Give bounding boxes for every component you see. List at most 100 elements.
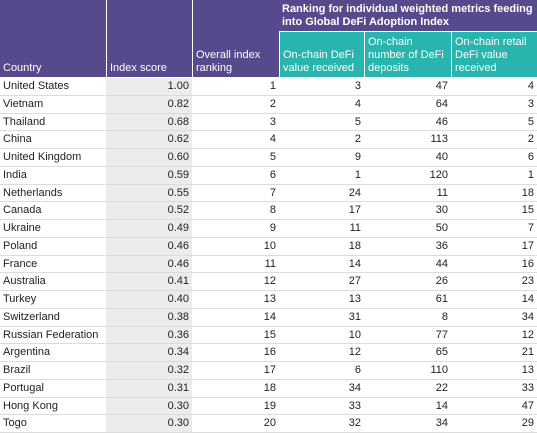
cell-number: 14	[192, 309, 279, 327]
cell-number: 34	[279, 380, 364, 398]
country: Netherlands	[0, 185, 106, 203]
cell-number: 0.30	[106, 397, 192, 416]
cell-number: 27	[279, 273, 364, 291]
cell-number: 0.52	[106, 202, 192, 220]
country: Togo	[0, 415, 106, 433]
cell-number: 19	[192, 398, 279, 416]
cell-number: 10	[192, 238, 279, 256]
country: India	[0, 167, 106, 185]
cell-number: 44	[364, 256, 451, 274]
cell-number: 24	[279, 185, 364, 203]
cell-number: 0.31	[106, 379, 192, 398]
cell-number: 11	[364, 185, 451, 203]
cell-number: 4	[192, 131, 279, 149]
cell-number: 16	[192, 344, 279, 362]
cell-number: 61	[364, 291, 451, 309]
cell-number: 22	[364, 380, 451, 398]
cell-number: 7	[192, 185, 279, 203]
cell-number: 0.46	[106, 255, 192, 274]
cell-number: 0.38	[106, 308, 192, 327]
spanning-header: Ranking for individual weighted metrics …	[279, 0, 537, 31]
cell-number: 77	[364, 327, 451, 345]
country: Brazil	[0, 362, 106, 380]
cell-number: 13	[192, 291, 279, 309]
cell-number: 33	[451, 380, 537, 398]
cell-number: 1	[192, 78, 279, 96]
country: Poland	[0, 238, 106, 256]
cell-number: 0.68	[106, 113, 192, 132]
cell-number: 11	[279, 220, 364, 238]
column-header: On-chain retail DeFi value received	[452, 32, 537, 77]
country: Vietnam	[0, 96, 106, 114]
cell-number: 1	[451, 167, 537, 185]
cell-number: 23	[451, 273, 537, 291]
cell-number: 1.00	[106, 78, 192, 96]
cell-number: 34	[364, 415, 451, 433]
cell-number: 6	[279, 362, 364, 380]
cell-number: 9	[192, 220, 279, 238]
cell-number: 15	[451, 202, 537, 220]
cell-number: 9	[279, 149, 364, 167]
cell-number: 8	[364, 309, 451, 327]
cell-number: 31	[279, 309, 364, 327]
cell-number: 0.32	[106, 362, 192, 380]
cell-number: 32	[279, 415, 364, 433]
cell-number: 18	[192, 380, 279, 398]
country: Canada	[0, 202, 106, 220]
cell-number: 7	[451, 220, 537, 238]
cell-number: 29	[451, 415, 537, 433]
cell-number: 0.30	[106, 415, 192, 433]
cell-number: 34	[451, 309, 537, 327]
cell-number: 16	[451, 256, 537, 274]
country: United Kingdom	[0, 149, 106, 167]
cell-number: 0.40	[106, 291, 192, 309]
country: Argentina	[0, 344, 106, 362]
cell-number: 40	[364, 149, 451, 167]
column-header: Country	[0, 0, 106, 77]
cell-number: 5	[192, 149, 279, 167]
cell-number: 5	[279, 114, 364, 132]
cell-number: 2	[192, 96, 279, 114]
cell-number: 12	[279, 344, 364, 362]
cell-number: 120	[364, 167, 451, 185]
cell-number: 0.41	[106, 273, 192, 291]
country: Hong Kong	[0, 398, 106, 416]
cell-number: 10	[279, 327, 364, 345]
cell-number: 17	[451, 238, 537, 256]
country: France	[0, 256, 106, 274]
cell-number: 8	[192, 202, 279, 220]
cell-number: 0.59	[106, 166, 192, 185]
column-header: Index score	[107, 0, 192, 77]
cell-number: 14	[279, 256, 364, 274]
cell-number: 14	[451, 291, 537, 309]
cell-number: 6	[451, 149, 537, 167]
cell-number: 33	[279, 398, 364, 416]
column-header: On-chain DeFi value received	[280, 32, 364, 77]
cell-number: 2	[279, 131, 364, 149]
cell-number: 47	[451, 398, 537, 416]
cell-number: 3	[451, 96, 537, 114]
cell-number: 4	[279, 96, 364, 114]
cell-number: 11	[192, 256, 279, 274]
column-header: Overall index ranking	[193, 0, 279, 77]
country: Ukraine	[0, 220, 106, 238]
cell-number: 20	[192, 415, 279, 433]
cell-number: 50	[364, 220, 451, 238]
country: Portugal	[0, 380, 106, 398]
cell-number: 5	[451, 114, 537, 132]
cell-number: 13	[451, 362, 537, 380]
cell-number: 3	[192, 114, 279, 132]
cell-number: 0.60	[106, 149, 192, 167]
country: Switzerland	[0, 309, 106, 327]
cell-number: 17	[192, 362, 279, 380]
cell-number: 18	[279, 238, 364, 256]
cell-number: 46	[364, 114, 451, 132]
cell-number: 17	[279, 202, 364, 220]
cell-number: 65	[364, 344, 451, 362]
cell-number: 0.62	[106, 131, 192, 149]
cell-number: 47	[364, 78, 451, 96]
country: Thailand	[0, 114, 106, 132]
cell-number: 13	[279, 291, 364, 309]
cell-number: 6	[192, 167, 279, 185]
